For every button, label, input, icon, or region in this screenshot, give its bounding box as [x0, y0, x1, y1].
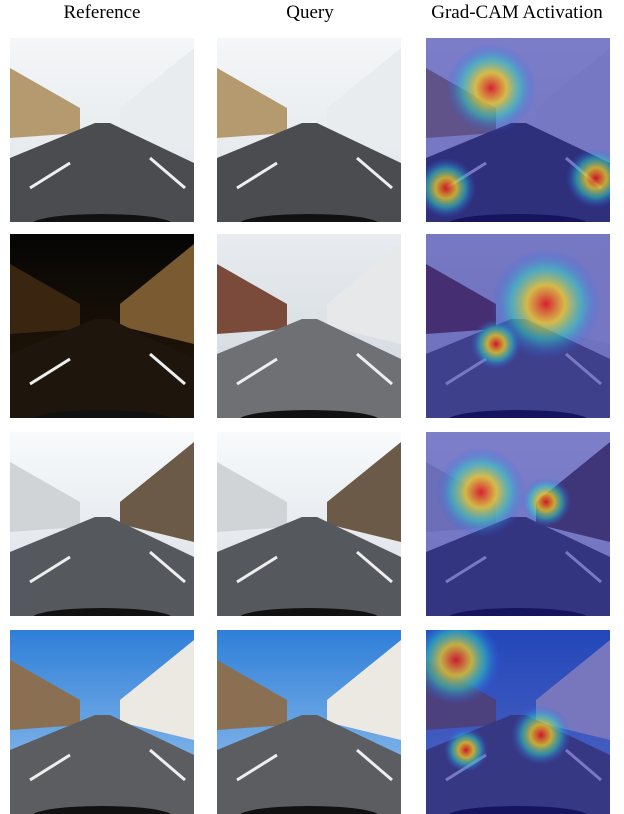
building	[217, 462, 287, 532]
lane-line	[29, 357, 71, 386]
lane-line	[29, 555, 71, 584]
road	[217, 123, 401, 222]
lane-line	[149, 156, 186, 190]
image-panel	[10, 630, 194, 814]
heatmap-blob	[566, 148, 610, 208]
column-header: Grad-CAM Activation	[431, 2, 603, 23]
lane-line	[149, 550, 186, 584]
heatmap-blob	[426, 630, 501, 705]
heatmap-blob	[511, 705, 571, 765]
image-panel	[10, 432, 194, 616]
road	[217, 715, 401, 814]
heatmap-blob	[426, 158, 476, 218]
road	[10, 517, 194, 616]
car-hood	[33, 608, 171, 616]
road	[217, 319, 401, 418]
road	[10, 715, 194, 814]
car-hood	[240, 608, 378, 616]
lane-line	[236, 555, 278, 584]
lane-line	[236, 357, 278, 386]
heatmap-blob	[444, 728, 488, 772]
building	[217, 68, 287, 138]
building	[327, 640, 401, 740]
lane-line	[29, 753, 71, 782]
building	[120, 640, 194, 740]
heatmap-blob	[491, 249, 601, 359]
heatmap-blob	[446, 43, 536, 133]
image-panel	[426, 234, 610, 418]
column-header: Query	[286, 2, 334, 23]
lane-line	[29, 161, 71, 190]
lane-line	[149, 748, 186, 782]
lane-line	[356, 156, 393, 190]
image-panel	[217, 432, 401, 616]
building	[10, 264, 80, 334]
lane-line	[356, 748, 393, 782]
road	[10, 123, 194, 222]
column-header: Reference	[63, 2, 141, 23]
building	[327, 442, 401, 542]
building	[120, 442, 194, 542]
road	[10, 319, 194, 418]
image-panel	[426, 432, 610, 616]
lane-line	[149, 352, 186, 386]
building	[327, 48, 401, 148]
building	[217, 264, 287, 334]
building	[217, 660, 287, 730]
heatmap-blob	[521, 477, 571, 527]
image-panel	[217, 38, 401, 222]
lane-line	[236, 753, 278, 782]
car-hood	[240, 214, 378, 222]
image-panel	[217, 630, 401, 814]
car-hood	[33, 410, 171, 418]
building	[10, 462, 80, 532]
road	[217, 517, 401, 616]
image-panel	[10, 38, 194, 222]
building	[327, 244, 401, 344]
image-panel	[426, 630, 610, 814]
lane-line	[236, 161, 278, 190]
building	[10, 68, 80, 138]
image-panel	[217, 234, 401, 418]
heatmap-blob	[436, 447, 526, 537]
image-panel	[426, 38, 610, 222]
car-hood	[240, 410, 378, 418]
building	[120, 244, 194, 344]
heatmap-blob	[471, 319, 521, 369]
lane-line	[356, 352, 393, 386]
lane-line	[356, 550, 393, 584]
building	[120, 48, 194, 148]
building	[10, 660, 80, 730]
image-panel	[10, 234, 194, 418]
car-hood	[33, 214, 171, 222]
